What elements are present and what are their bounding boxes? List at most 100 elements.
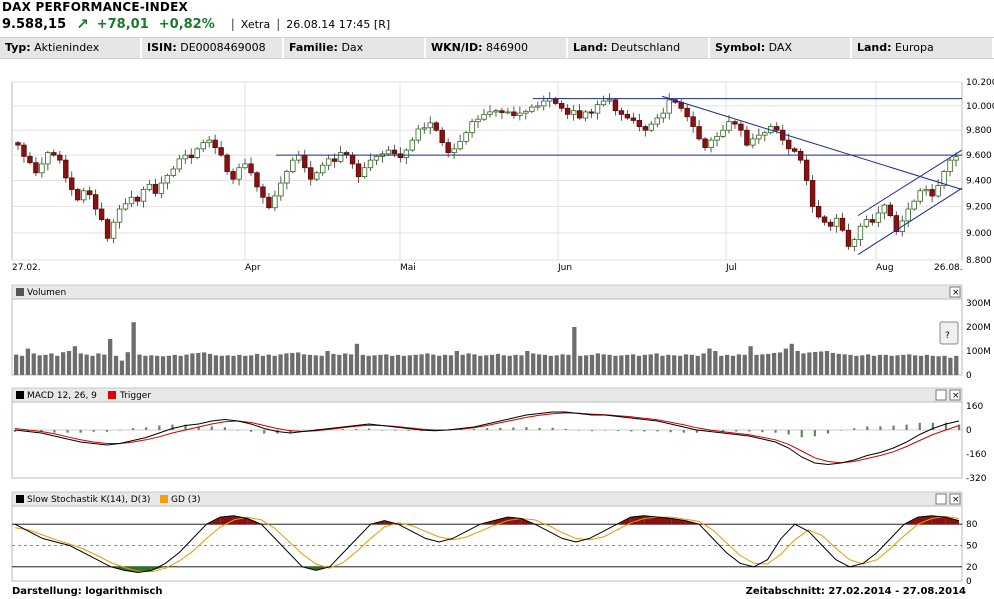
volume-bar [513, 354, 518, 375]
info-region: Land: Europa [852, 38, 994, 58]
settings-icon[interactable] [935, 493, 947, 505]
macd-histogram-bar [394, 430, 397, 431]
overbought-fill [671, 518, 686, 525]
info-family: Familie: Dax [284, 38, 426, 58]
volume-bar [254, 353, 260, 375]
candle-down [791, 148, 798, 152]
volume-bar [642, 354, 647, 375]
volume-bar [14, 354, 19, 375]
exchange-name: Xetra [240, 17, 271, 31]
gd-line [14, 515, 960, 573]
downtrend-line [661, 95, 963, 190]
candle-down [845, 229, 852, 247]
volume-bar [589, 354, 595, 375]
candle-up [278, 182, 284, 197]
volume-bar [519, 355, 524, 375]
candle-up [176, 158, 183, 170]
volume-bar [836, 353, 841, 375]
close-icon[interactable] [949, 286, 961, 298]
info-isin: ISIN: DE0008469008 [142, 38, 284, 58]
volume-bar [677, 355, 683, 375]
macd-histogram-bar [931, 422, 934, 430]
gd-legend-swatch [160, 495, 168, 503]
candle-up [648, 123, 655, 131]
candle-down [254, 172, 260, 188]
candle-up [39, 163, 45, 174]
candle-down [92, 194, 99, 210]
gd-label: GD (3) [171, 495, 201, 505]
macd-histogram-bar [66, 430, 69, 433]
volume-bar [90, 355, 95, 375]
help-button[interactable] [939, 321, 959, 345]
macd-histogram-bar [551, 427, 554, 430]
macd-histogram-bar [958, 424, 961, 430]
volume-bar [484, 355, 489, 375]
macd-histogram-bar [132, 428, 135, 430]
candle-up [660, 112, 666, 119]
volume-bar [842, 354, 847, 375]
macd-histogram-bar [14, 430, 17, 432]
volume-bar [360, 354, 365, 375]
candle-down [803, 159, 810, 181]
overbought-fill [658, 517, 672, 525]
volume-bar [119, 360, 125, 375]
info-value: Deutschland [611, 41, 681, 54]
macd-histogram-bar [695, 430, 698, 433]
macd-histogram-bar [92, 430, 95, 432]
trigger-line [14, 412, 960, 464]
volume-bar [37, 355, 42, 375]
candle-down [702, 138, 708, 148]
volume-bar [724, 354, 730, 375]
macd-histogram-bar [459, 429, 462, 430]
candle-up [947, 159, 953, 172]
candle-up [720, 129, 726, 137]
candle-down [929, 189, 935, 197]
info-country: Land: Deutschland [568, 38, 710, 58]
close-icon[interactable] [949, 389, 961, 401]
candle-down [732, 121, 738, 125]
volume-bar [848, 354, 853, 375]
candle-down [230, 171, 236, 180]
macd-histogram-bar [735, 430, 738, 432]
candle-down [774, 126, 780, 131]
candle-up [81, 190, 87, 201]
candle-down [63, 159, 69, 179]
volume-bar [43, 354, 48, 375]
candle-up [170, 168, 177, 176]
volume-bar [595, 353, 600, 375]
stoch-tick-label: 80 [966, 520, 978, 530]
candle-up [337, 152, 344, 162]
candle-down [576, 110, 583, 119]
volume-bar [730, 355, 736, 375]
overbought-fill [493, 517, 508, 525]
candle-down [511, 111, 517, 116]
info-label: Familie: [289, 41, 338, 54]
candle-down [642, 126, 649, 131]
volume-bar [55, 355, 60, 375]
candle-up [762, 132, 768, 136]
volume-bar [190, 353, 195, 375]
volume-bar [301, 354, 307, 375]
volume-bar [49, 353, 54, 375]
info-symbol: Symbol: DAX [710, 38, 852, 58]
candle-up [314, 172, 320, 180]
volume-bar [824, 351, 830, 375]
settings-icon[interactable] [935, 389, 947, 401]
candle-up [451, 148, 457, 153]
macd-tick-label: 160 [966, 402, 983, 412]
candle-down [869, 219, 876, 223]
candle-down [51, 152, 57, 156]
volume-bar [472, 354, 477, 375]
candle-up [290, 159, 296, 172]
candle-up [953, 156, 959, 161]
info-value: 846900 [486, 41, 529, 54]
volume-bar [202, 352, 207, 375]
price-change-percent: +0,82% [158, 16, 215, 32]
volume-bar [895, 355, 900, 375]
volume-bar [196, 352, 201, 375]
candle-up [606, 99, 613, 102]
candle-up [726, 121, 732, 131]
volume-bar [184, 354, 189, 375]
y-tick-label: 9.200 [966, 202, 992, 212]
close-icon[interactable] [949, 493, 961, 505]
